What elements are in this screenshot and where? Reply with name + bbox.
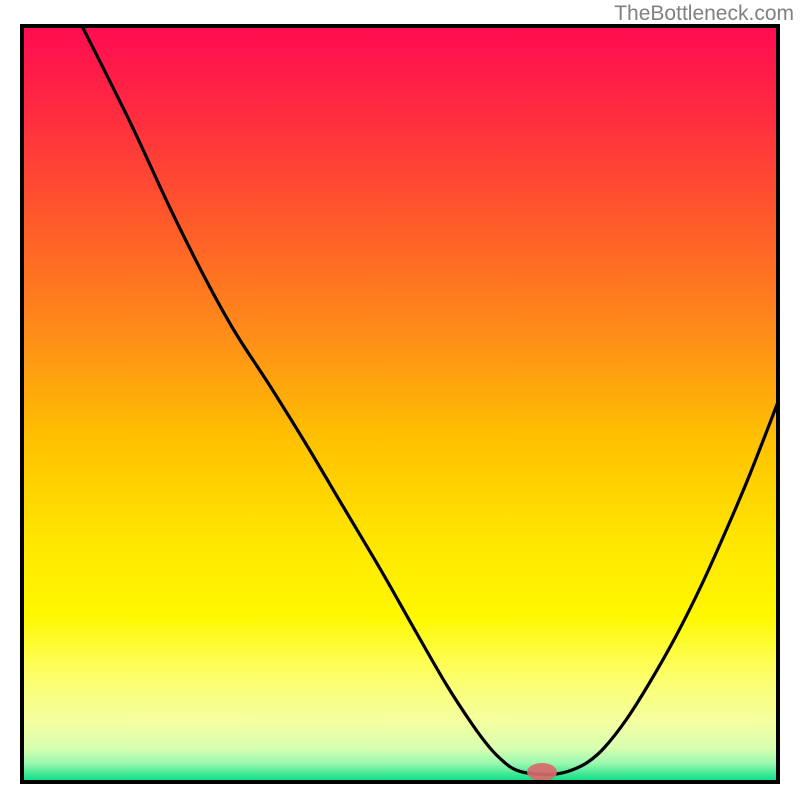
bottleneck-chart: TheBottleneck.com <box>0 0 800 800</box>
chart-svg <box>0 0 800 800</box>
plot-background <box>22 26 778 782</box>
optimal-marker <box>527 763 557 781</box>
watermark-text: TheBottleneck.com <box>614 2 794 26</box>
